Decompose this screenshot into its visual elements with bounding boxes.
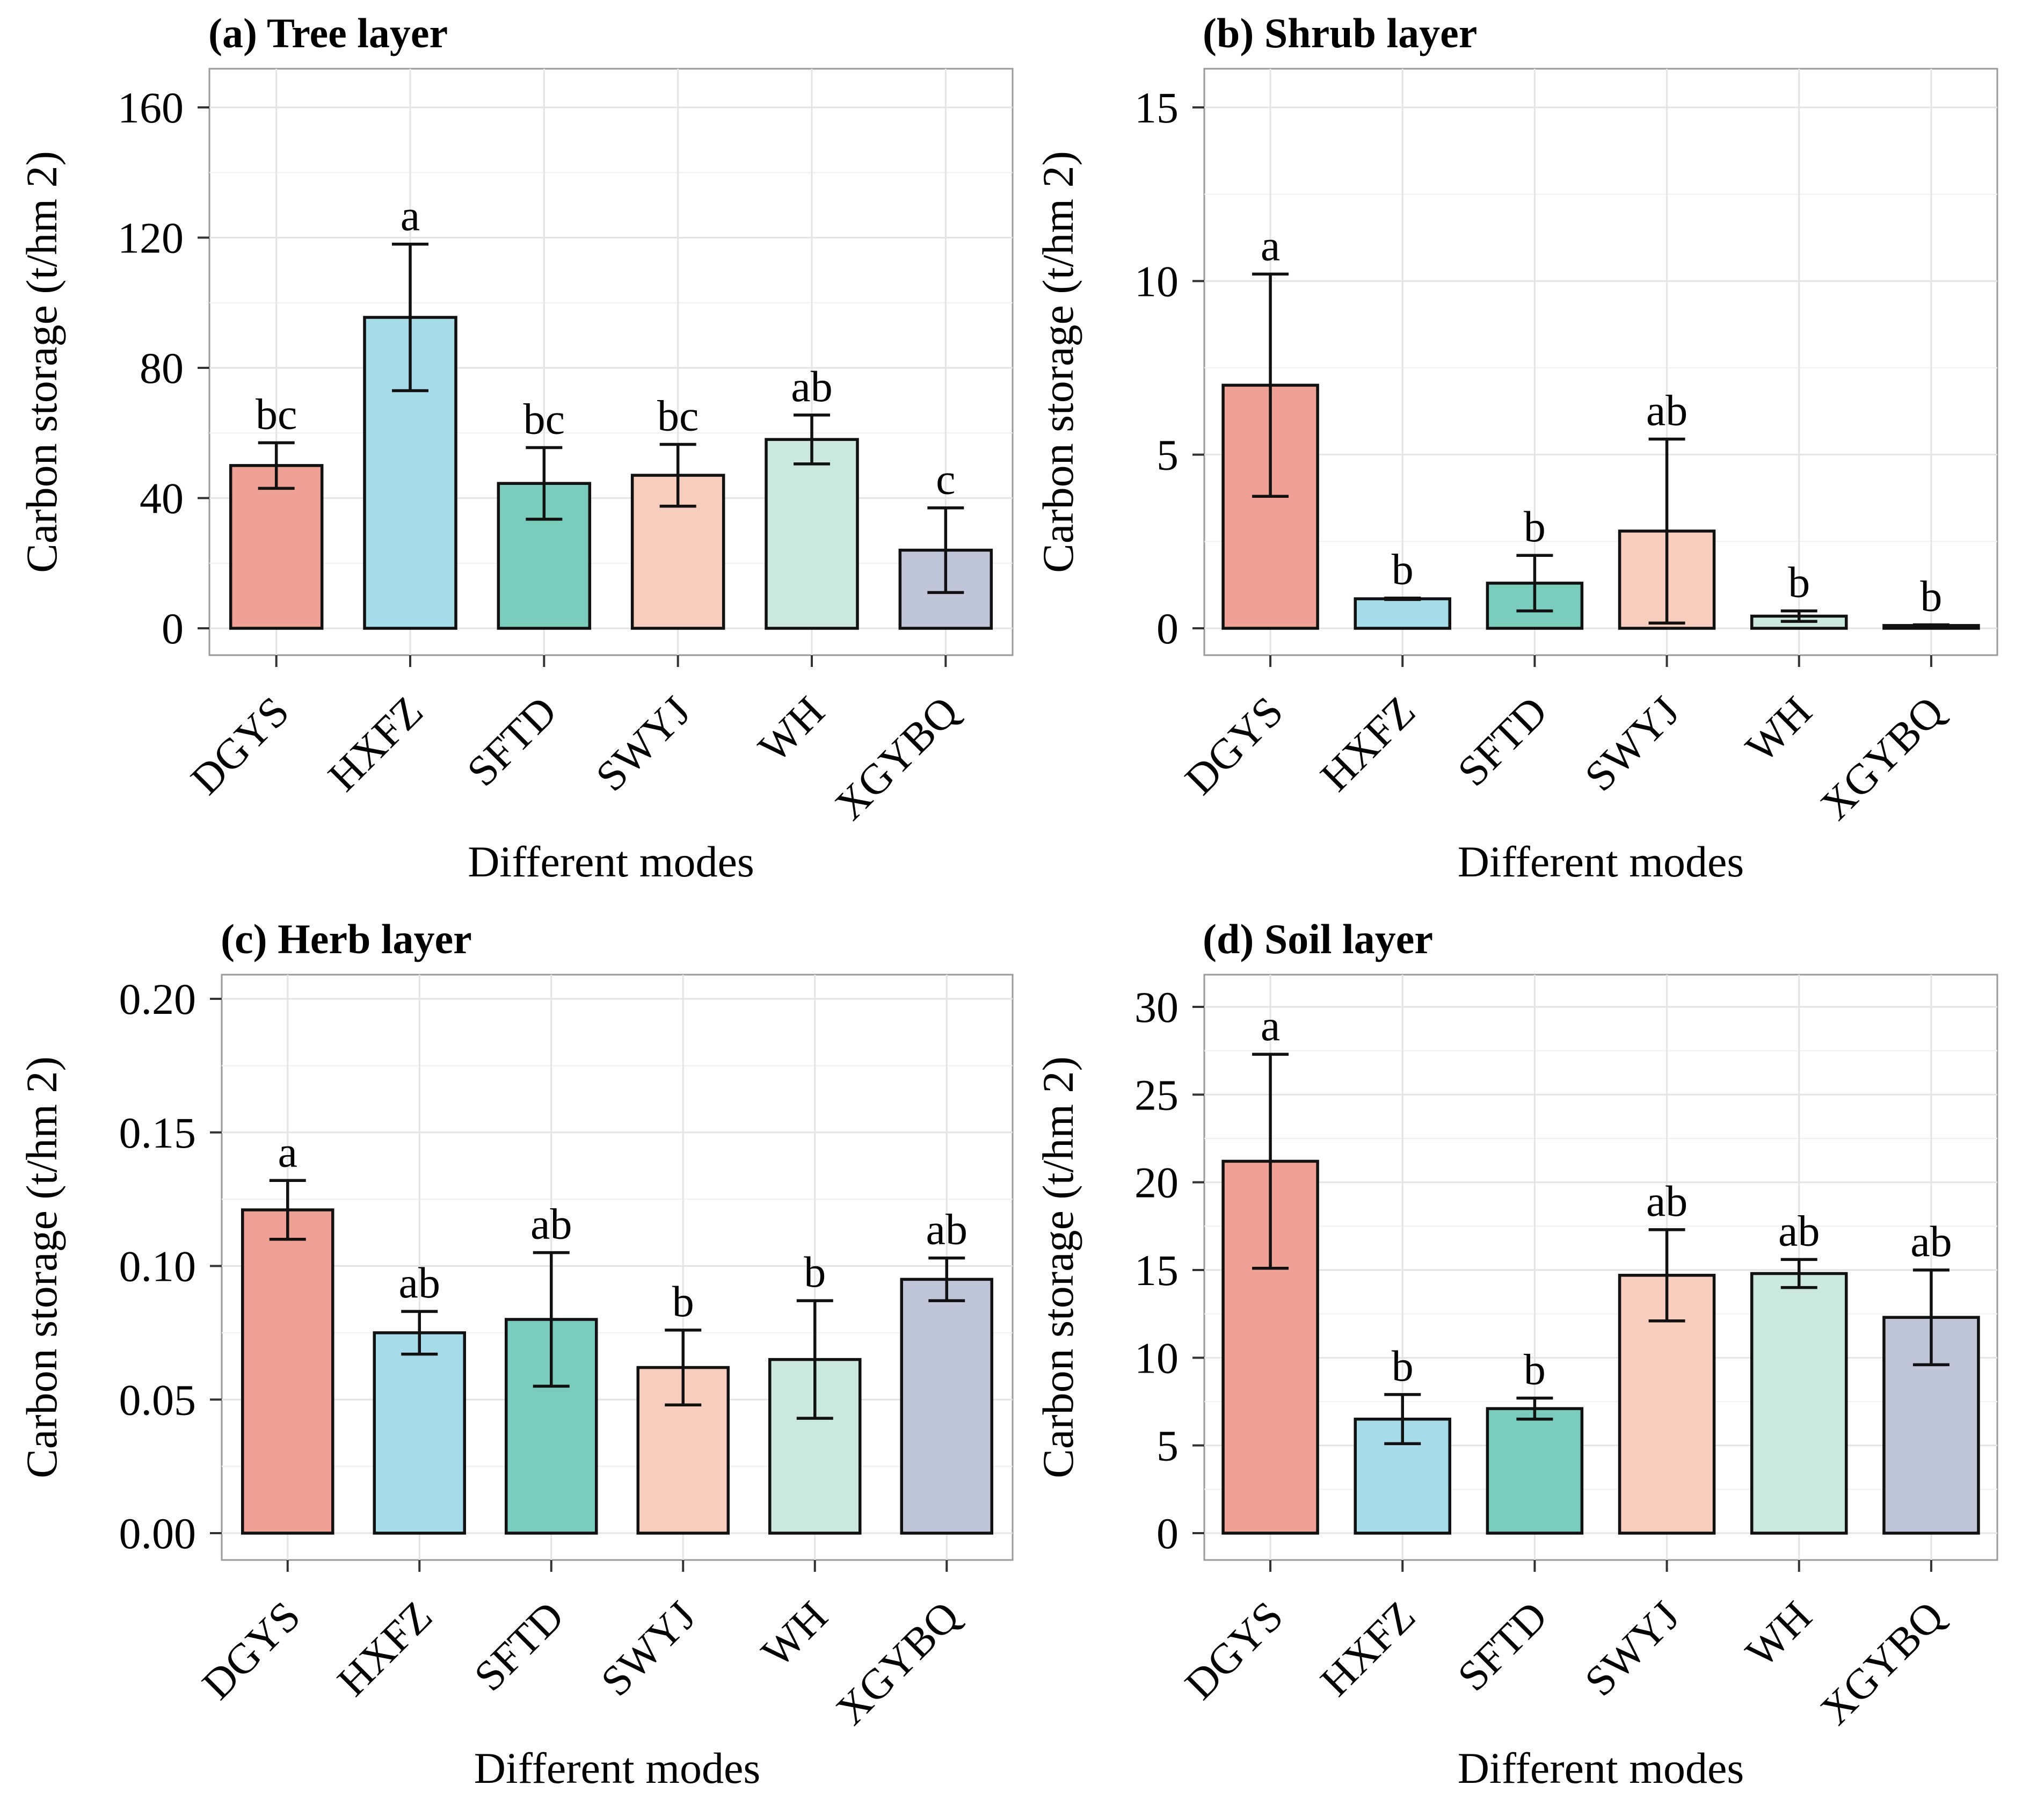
panel-c-bar-hxfz bbox=[373, 1331, 466, 1535]
panel-b-significance-label: a bbox=[1261, 221, 1280, 270]
panel-b-title: (b) Shrub layer bbox=[1203, 10, 1477, 56]
panel-a-significance-label: bc bbox=[256, 389, 297, 438]
panel-b-significance-label: b bbox=[1920, 572, 1942, 621]
panel-c-significance-label: b bbox=[804, 1247, 826, 1296]
panel-b-x-axis-title: Different modes bbox=[1458, 837, 1744, 886]
panel-a-y-tick-label: 0 bbox=[162, 604, 184, 653]
panel-c-title: (c) Herb layer bbox=[221, 916, 472, 962]
panel-c-y-tick-label: 0.05 bbox=[119, 1375, 197, 1424]
panel-b-y-tick-label: 15 bbox=[1134, 83, 1179, 132]
panel-b-significance-label: ab bbox=[1646, 386, 1687, 435]
panel-b-significance-label: b bbox=[1788, 558, 1810, 607]
panel-b-significance-label: b bbox=[1524, 502, 1546, 551]
panel-c-bar-dgys bbox=[241, 1208, 334, 1535]
panel-b-y-tick-label: 10 bbox=[1134, 257, 1179, 306]
panel-d-significance-label: a bbox=[1261, 1001, 1280, 1050]
panel-a-title: (a) Tree layer bbox=[208, 10, 448, 56]
panel-a-bar-wh bbox=[765, 438, 859, 630]
panel-d-significance-label: ab bbox=[1646, 1177, 1687, 1225]
panel-d-plot-frame bbox=[1203, 974, 1998, 1561]
panel-a-significance-label: bc bbox=[523, 395, 565, 444]
panel-c-y-tick-label: 0.15 bbox=[119, 1108, 197, 1157]
panel-d-y-tick-label: 30 bbox=[1134, 983, 1179, 1032]
panel-d-y-tick-label: 20 bbox=[1134, 1158, 1179, 1207]
panel-d-y-tick-label: 5 bbox=[1156, 1421, 1179, 1470]
panel-c-bar-xgybq bbox=[900, 1278, 993, 1535]
panel-d-title: (d) Soil layer bbox=[1203, 916, 1433, 962]
panel-c-significance-label: ab bbox=[399, 1258, 440, 1307]
panel-b-y-axis-title: Carbon storage (t/hm 2) bbox=[1034, 151, 1082, 573]
panel-c-y-axis-title: Carbon storage (t/hm 2) bbox=[17, 1056, 66, 1478]
panel-d-y-tick-label: 0 bbox=[1156, 1509, 1179, 1558]
panel-a-bar-dgys bbox=[229, 464, 324, 630]
panel-d-significance-label: b bbox=[1392, 1341, 1414, 1390]
panel-d-y-tick-label: 10 bbox=[1134, 1333, 1179, 1382]
panel-a-y-tick-label: 120 bbox=[118, 214, 184, 263]
panel-d-y-tick-label: 15 bbox=[1134, 1246, 1179, 1295]
panel-a-plot-frame bbox=[208, 68, 1014, 656]
panel-c-significance-label: a bbox=[278, 1127, 297, 1176]
panel-a-x-axis-title: Different modes bbox=[468, 837, 754, 886]
panel-a-significance-label: a bbox=[401, 191, 420, 240]
panel-d-significance-label: ab bbox=[1778, 1206, 1820, 1255]
panel-b-plot-frame bbox=[1203, 68, 1998, 656]
panel-a-y-tick-label: 160 bbox=[118, 83, 184, 132]
panel-a-y-tick-label: 80 bbox=[140, 344, 184, 393]
panel-a-significance-label: c bbox=[936, 455, 955, 504]
panel-d-x-axis-title: Different modes bbox=[1458, 1744, 1744, 1793]
panel-c-significance-label: b bbox=[672, 1277, 694, 1326]
panel-d-y-tick-label: 25 bbox=[1134, 1070, 1179, 1119]
panel-c-significance-label: ab bbox=[926, 1205, 968, 1254]
panel-c-y-tick-label: 0.00 bbox=[119, 1509, 197, 1558]
panel-c-x-axis-title: Different modes bbox=[474, 1744, 761, 1793]
panel-d-bar-sftd bbox=[1486, 1407, 1584, 1535]
panel-b-y-tick-label: 0 bbox=[1156, 604, 1179, 653]
panel-b-significance-label: b bbox=[1392, 545, 1414, 594]
panel-c-y-tick-label: 0.10 bbox=[119, 1242, 197, 1291]
panel-a-y-axis-title: Carbon storage (t/hm 2) bbox=[17, 151, 66, 573]
panel-c-significance-label: ab bbox=[530, 1200, 572, 1249]
panel-d-significance-label: b bbox=[1524, 1345, 1546, 1394]
panel-d-significance-label: ab bbox=[1910, 1217, 1952, 1266]
panel-d-bar-wh bbox=[1750, 1272, 1848, 1535]
panel-d-y-axis-title: Carbon storage (t/hm 2) bbox=[1034, 1056, 1082, 1478]
panel-a-y-tick-label: 40 bbox=[140, 474, 184, 523]
panel-a-significance-label: bc bbox=[657, 391, 699, 440]
panel-b-y-tick-label: 5 bbox=[1156, 431, 1179, 480]
panel-b-bar-hxfz bbox=[1354, 597, 1451, 630]
panel-c-y-tick-label: 0.20 bbox=[119, 975, 197, 1024]
panel-a-significance-label: ab bbox=[791, 362, 832, 411]
panel-c-plot-frame bbox=[221, 974, 1014, 1561]
